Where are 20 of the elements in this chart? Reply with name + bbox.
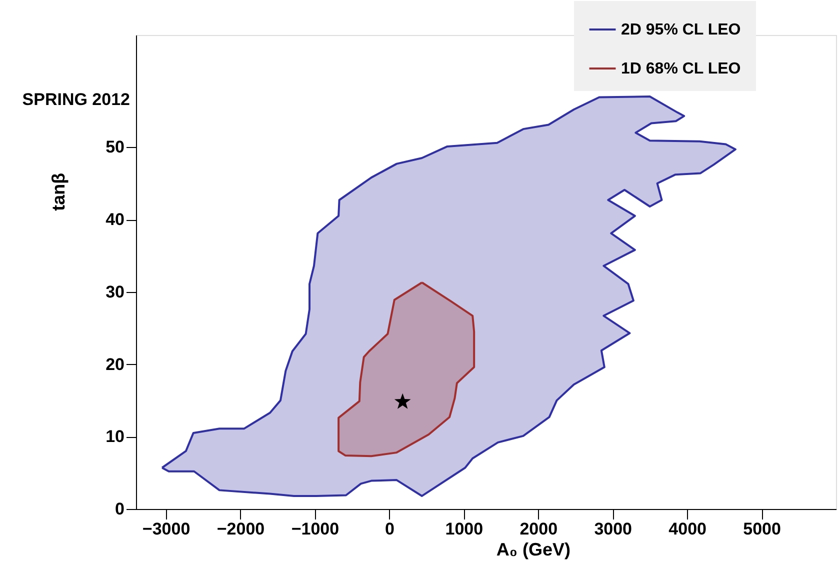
x-tick-label: −1000 <box>291 520 340 538</box>
y-axis-title: tanβ <box>48 172 68 211</box>
y-tick-label: 20 <box>106 354 124 374</box>
text: SPRING 2012 <box>22 90 130 109</box>
x-tick-label: 3000 <box>594 520 632 538</box>
x-tick-label: −3000 <box>142 520 190 538</box>
x-axis-title: A₀ (GeV) <box>496 540 570 560</box>
y-tick-label: 30 <box>106 282 124 302</box>
x-tick-label: 2000 <box>520 520 558 538</box>
x-tick-label: 1000 <box>445 520 484 538</box>
x-tick-label: −2000 <box>216 520 265 538</box>
y-tick-label: 0 <box>115 500 124 518</box>
legend-label: 1D 68% CL LEO <box>621 60 741 78</box>
x-tick-label: 0 <box>384 520 394 538</box>
x-tick-label: 5000 <box>743 520 781 538</box>
y-tick-label: 10 <box>106 427 124 446</box>
x-tick-label: 4000 <box>668 520 706 538</box>
y-tick-label: 50 <box>106 138 124 157</box>
legend-label: 2D 95% CL LEO <box>621 22 741 38</box>
y-tick-label: 40 <box>106 210 124 230</box>
